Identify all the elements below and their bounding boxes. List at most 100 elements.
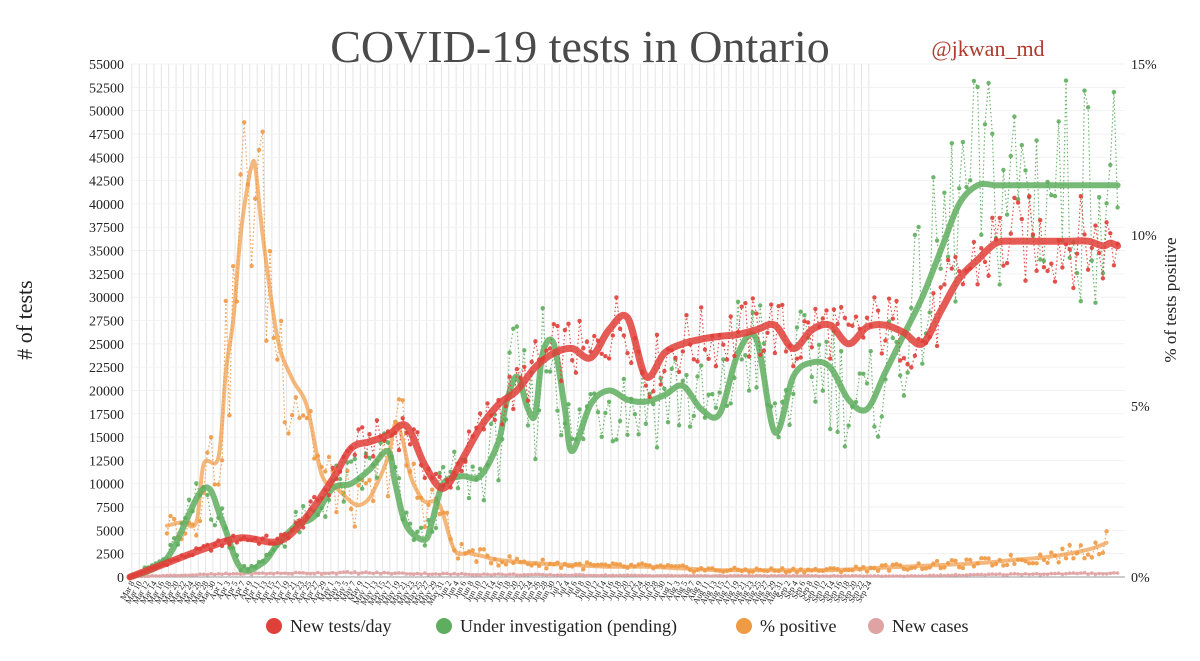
data-point: [809, 374, 814, 380]
data-point: [798, 355, 803, 360]
data-point: [997, 215, 1002, 221]
data-point: [842, 444, 848, 449]
data-point: [430, 487, 435, 492]
data-point: [385, 440, 391, 445]
data-point: [293, 395, 298, 400]
data-point: [934, 558, 940, 564]
data-point: [894, 298, 899, 304]
data-point: [1019, 216, 1024, 222]
data-point: [559, 433, 564, 438]
data-point: [227, 413, 232, 418]
data-point: [1093, 223, 1098, 228]
data-point: [1063, 78, 1069, 83]
data-point: [1082, 88, 1087, 93]
data-point: [794, 325, 800, 330]
data-point: [916, 224, 921, 230]
y-tick-label: 20000: [89, 384, 124, 399]
data-point: [540, 306, 545, 311]
data-point: [522, 348, 527, 353]
data-point: [772, 350, 778, 356]
data-point: [267, 249, 273, 254]
data-point: [301, 504, 306, 509]
data-point: [1085, 552, 1091, 557]
y-tick-label: 10000: [89, 478, 124, 493]
data-point: [249, 263, 254, 269]
data-point: [717, 390, 722, 395]
data-point: [754, 385, 759, 390]
data-point: [853, 314, 859, 319]
data-point: [986, 273, 991, 278]
data-point: [872, 295, 877, 300]
data-point: [396, 476, 402, 481]
data-point: [345, 468, 350, 474]
data-point: [492, 417, 497, 423]
y-tick-label: 25000: [89, 338, 124, 353]
data-point: [754, 311, 759, 316]
data-point: [990, 215, 995, 220]
data-point: [374, 475, 380, 480]
data-point: [842, 315, 848, 321]
data-point: [934, 238, 940, 243]
data-point: [352, 452, 357, 458]
data-point: [802, 313, 807, 318]
data-point: [743, 301, 748, 306]
data-point: [544, 348, 549, 353]
series-3: [128, 569, 1120, 579]
data-point: [488, 561, 494, 566]
data-point: [555, 408, 560, 413]
data-point: [1104, 220, 1109, 225]
data-point: [503, 403, 509, 409]
data-point: [577, 318, 582, 324]
data-point: [584, 560, 590, 565]
data-point: [758, 352, 763, 357]
y-tick-label: 42500: [89, 175, 124, 190]
data-point: [610, 561, 615, 566]
data-point: [979, 556, 984, 561]
data-point: [953, 558, 958, 563]
data-point: [971, 239, 977, 245]
data-point: [348, 506, 354, 512]
data-point: [1074, 251, 1080, 256]
data-point: [713, 364, 719, 369]
data-point: [1034, 138, 1039, 143]
data-point: [912, 353, 918, 358]
data-point: [588, 392, 593, 397]
data-point: [547, 369, 553, 374]
data-point: [828, 426, 833, 432]
data-point: [702, 347, 708, 352]
data-point: [1111, 263, 1117, 268]
data-point: [459, 468, 464, 474]
data-point: [1071, 285, 1076, 291]
data-point: [437, 470, 442, 476]
data-point: [721, 342, 726, 347]
data-point: [599, 434, 604, 439]
data-point: [415, 430, 420, 435]
data-point: [566, 321, 571, 326]
data-point: [1012, 195, 1017, 200]
data-point: [411, 461, 416, 466]
data-point: [647, 394, 652, 399]
legend-label: New tests/day: [290, 616, 391, 636]
data-point: [945, 254, 951, 259]
average-line: [126, 237, 1122, 581]
data-point: [949, 266, 954, 271]
data-point: [927, 310, 932, 315]
data-point: [337, 476, 343, 482]
data-point: [839, 348, 844, 354]
data-point: [444, 510, 450, 515]
data-point: [728, 314, 733, 319]
data-point: [360, 425, 365, 430]
data-point: [776, 435, 781, 440]
data-point: [1097, 552, 1102, 557]
data-point: [1056, 119, 1061, 124]
y-tick-label: 32500: [89, 268, 124, 283]
data-point: [525, 398, 531, 403]
data-point: [212, 523, 217, 528]
y-right-tick-label: 10%: [1131, 229, 1157, 244]
data-point: [643, 383, 649, 388]
gridlines: [130, 63, 1125, 578]
data-point: [194, 481, 199, 486]
data-point: [850, 323, 855, 328]
data-point: [551, 322, 556, 327]
